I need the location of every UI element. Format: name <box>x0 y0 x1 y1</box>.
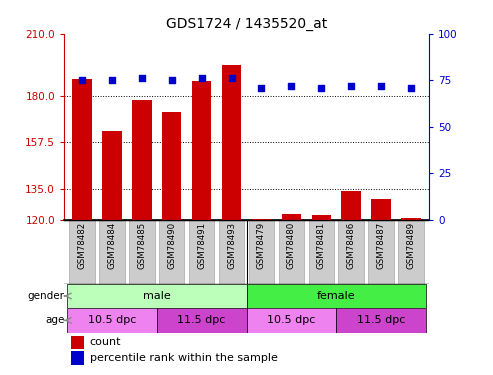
Bar <box>157 308 246 333</box>
Point <box>287 83 295 89</box>
Point <box>78 77 86 83</box>
Bar <box>132 100 151 220</box>
Text: GSM78487: GSM78487 <box>377 222 386 269</box>
Point <box>198 75 206 81</box>
Bar <box>339 220 364 284</box>
Point <box>108 77 116 83</box>
Bar <box>67 308 157 333</box>
Text: GSM78481: GSM78481 <box>317 222 326 269</box>
Bar <box>102 131 122 220</box>
Text: male: male <box>143 291 171 301</box>
Point <box>138 75 146 81</box>
Text: GSM78491: GSM78491 <box>197 222 206 269</box>
Text: GSM78479: GSM78479 <box>257 222 266 269</box>
Bar <box>71 351 84 365</box>
Point <box>228 75 236 81</box>
Bar <box>309 220 334 284</box>
Text: GSM78484: GSM78484 <box>107 222 116 269</box>
Bar <box>336 308 426 333</box>
Bar <box>252 219 271 220</box>
Title: GDS1724 / 1435520_at: GDS1724 / 1435520_at <box>166 17 327 32</box>
Text: female: female <box>317 291 355 301</box>
Bar <box>246 308 336 333</box>
Point <box>317 85 325 91</box>
Bar <box>71 336 84 350</box>
Bar <box>398 220 423 284</box>
Bar <box>72 79 92 220</box>
Text: 11.5 dpc: 11.5 dpc <box>177 315 226 326</box>
Text: GSM78480: GSM78480 <box>287 222 296 269</box>
Bar <box>368 220 394 284</box>
Text: GSM78485: GSM78485 <box>138 222 146 269</box>
Bar <box>99 220 125 284</box>
Text: GSM78490: GSM78490 <box>167 222 176 269</box>
Bar <box>189 220 214 284</box>
Text: age: age <box>45 315 65 326</box>
Text: count: count <box>90 338 121 347</box>
Point <box>377 83 385 89</box>
Text: 11.5 dpc: 11.5 dpc <box>357 315 405 326</box>
Text: gender: gender <box>28 291 65 301</box>
Bar <box>70 220 95 284</box>
Bar <box>282 214 301 220</box>
Text: GSM78489: GSM78489 <box>406 222 416 269</box>
Point <box>407 85 415 91</box>
Text: GSM78482: GSM78482 <box>77 222 87 269</box>
Bar <box>129 220 154 284</box>
Point <box>168 77 176 83</box>
Bar <box>342 191 361 220</box>
Bar <box>312 214 331 220</box>
Bar <box>219 220 244 284</box>
Point <box>347 83 355 89</box>
Bar <box>192 81 211 220</box>
Bar <box>249 220 274 284</box>
Text: 10.5 dpc: 10.5 dpc <box>267 315 316 326</box>
Text: percentile rank within the sample: percentile rank within the sample <box>90 353 278 363</box>
Bar <box>401 218 421 220</box>
Bar <box>279 220 304 284</box>
Bar <box>162 112 181 220</box>
Text: 10.5 dpc: 10.5 dpc <box>88 315 136 326</box>
Text: GSM78486: GSM78486 <box>347 222 355 269</box>
Bar <box>222 65 241 220</box>
Bar <box>246 284 426 308</box>
Bar <box>67 284 246 308</box>
Point <box>257 85 265 91</box>
Text: GSM78493: GSM78493 <box>227 222 236 269</box>
Bar <box>159 220 184 284</box>
Bar <box>371 199 391 220</box>
